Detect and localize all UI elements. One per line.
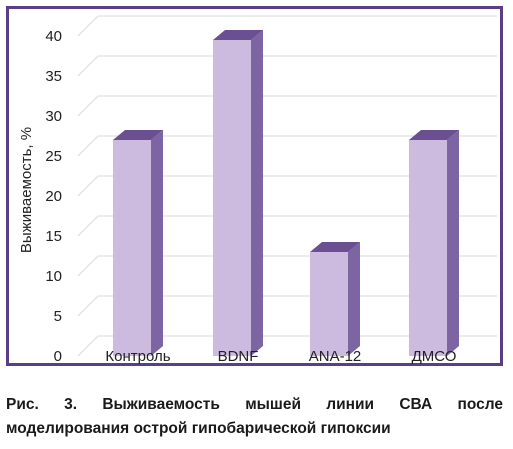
y-tick-label: 25: [45, 148, 62, 165]
bar-top-1: [213, 30, 263, 40]
x-tick-label: ANA-12: [309, 348, 362, 365]
caption-line-2: моделирования острой гипобарической гипо…: [6, 420, 391, 437]
x-tick-labels: Контроль BDNF ANA-12 ДМСО: [105, 348, 456, 365]
y-axis-label: Выживаемость, %: [18, 127, 35, 253]
bar-top-2: [310, 242, 360, 252]
x-tick-label: ДМСО: [412, 348, 457, 365]
grid-diagonal-5: [77, 135, 99, 157]
y-tick-label: 15: [45, 228, 62, 245]
y-tick-label: 35: [45, 68, 62, 85]
bar-top-0: [113, 130, 163, 140]
bar-2: [310, 252, 348, 356]
bar-side-3: [447, 130, 459, 356]
bar-0: [113, 140, 151, 356]
grid-diagonal-8: [77, 15, 99, 37]
y-tick-label: 5: [54, 308, 62, 325]
grid-diagonal-4: [77, 175, 99, 197]
y-tick-labels: 0 5 10 15 20 25 30 35 40: [45, 28, 62, 365]
grid-diagonal-7: [77, 55, 99, 77]
y-tick-label: 40: [45, 28, 62, 45]
bar-1: [213, 40, 251, 356]
y-tick-label: 10: [45, 268, 62, 285]
y-tick-label: 20: [45, 188, 62, 205]
x-tick-label: Контроль: [105, 348, 170, 365]
bar-3: [409, 140, 447, 356]
bar-side-2: [348, 242, 360, 356]
x-tick-label: BDNF: [218, 348, 259, 365]
grid-diagonal-1: [77, 295, 99, 317]
grid-diagonal-2: [77, 255, 99, 277]
bar-top-3: [409, 130, 459, 140]
caption-line-1: Рис. 3. Выживаемость мышей линии СВА пос…: [6, 396, 503, 413]
grid-diagonal-3: [77, 215, 99, 237]
grid-diagonal-6: [77, 95, 99, 117]
bar-side-0: [151, 130, 163, 356]
y-tick-label: 0: [54, 348, 62, 365]
bars: [113, 30, 459, 356]
figure-caption: Рис. 3. Выживаемость мышей линии СВА пос…: [6, 393, 503, 441]
grid-diagonal-0: [77, 335, 99, 357]
bar-side-1: [251, 30, 263, 356]
y-tick-label: 30: [45, 108, 62, 125]
